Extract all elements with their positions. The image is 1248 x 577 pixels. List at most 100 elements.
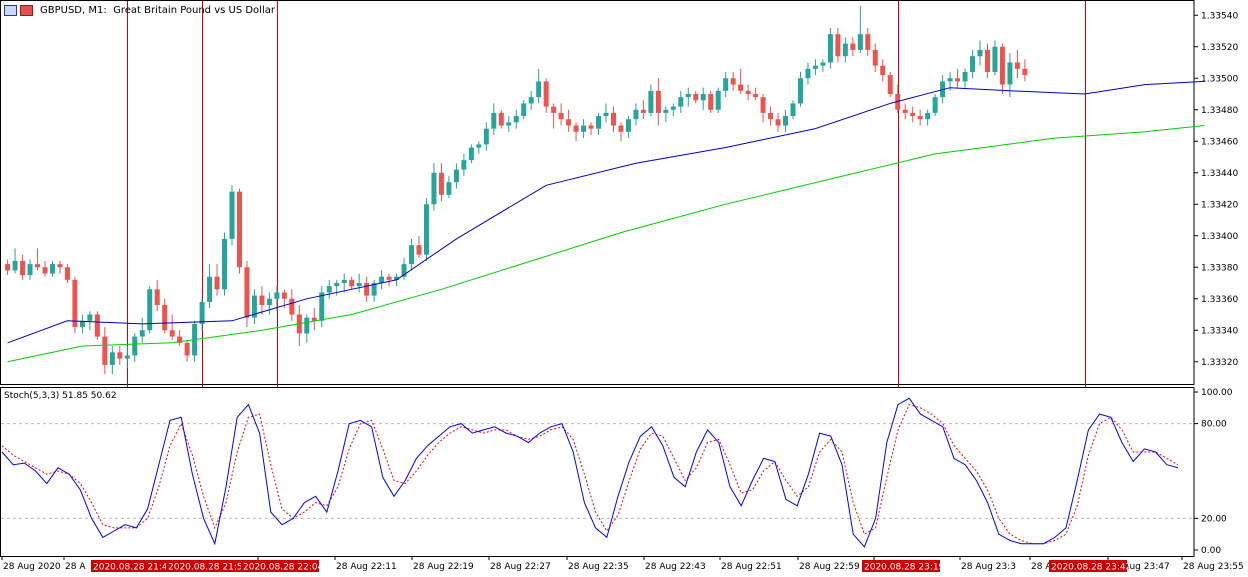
candle-body	[371, 283, 377, 296]
candle-body	[715, 90, 721, 110]
candle	[708, 90, 714, 113]
candle-body	[476, 144, 482, 148]
candle-body	[199, 301, 205, 324]
candle	[670, 103, 676, 117]
candle	[468, 144, 474, 164]
price-tick-label: 1.33400	[1201, 232, 1238, 242]
candle-body	[730, 78, 736, 85]
candle	[902, 103, 908, 120]
candle	[169, 314, 175, 340]
candle	[491, 103, 497, 135]
candle-body	[551, 106, 557, 113]
candle	[962, 68, 968, 88]
price-tick-label: 1.33460	[1201, 137, 1238, 147]
candle	[970, 49, 976, 79]
candle	[341, 273, 347, 293]
candle	[1014, 49, 1020, 79]
candle	[64, 264, 70, 283]
candle-body	[992, 46, 998, 72]
stochastic-panel	[0, 387, 1195, 557]
candle-body	[266, 298, 272, 306]
candle-body	[356, 283, 362, 287]
candle-body	[222, 238, 228, 290]
candle-body	[768, 112, 774, 120]
time-tick-label: 28 Aug 22:43	[645, 562, 706, 572]
candle-body	[453, 169, 459, 183]
candle-body	[20, 260, 26, 276]
vertical-line-label-bg	[91, 560, 169, 572]
ma-slow-line	[7, 125, 1205, 363]
candle-body	[805, 68, 811, 79]
candle	[513, 109, 519, 129]
candle-body	[925, 112, 931, 120]
candle	[618, 122, 624, 142]
candle-body	[461, 160, 467, 170]
candle	[872, 43, 878, 72]
candle	[154, 279, 160, 312]
candle-body	[775, 119, 781, 126]
candle-body	[700, 94, 706, 101]
candle-body	[760, 97, 766, 113]
chart-window-icon[interactable]	[4, 4, 17, 16]
candle-body	[506, 122, 512, 126]
candle-body	[244, 267, 250, 318]
candle-body	[446, 182, 452, 195]
candle	[379, 270, 385, 290]
candle-body	[753, 94, 759, 98]
candle	[476, 141, 482, 154]
candle-body	[491, 112, 497, 129]
candle	[132, 333, 138, 362]
candle	[865, 27, 871, 57]
candle-body	[468, 147, 474, 161]
candle-body	[685, 94, 691, 98]
candle-body	[139, 330, 145, 337]
candle	[199, 298, 205, 331]
candle-body	[259, 295, 265, 306]
candle-body	[274, 292, 280, 299]
candle	[648, 84, 654, 117]
candle-body	[610, 112, 616, 126]
candle	[827, 27, 833, 69]
candle-body	[536, 81, 542, 98]
candle	[506, 116, 512, 132]
price-tick-label: 1.33420	[1201, 200, 1238, 210]
candle	[214, 264, 220, 296]
candle-body	[109, 352, 115, 365]
time-tick-label: 28 Aug 22:11	[336, 562, 397, 572]
candle	[349, 276, 355, 290]
candle	[528, 90, 534, 110]
candle-body	[364, 283, 370, 296]
candle-body	[431, 172, 437, 205]
candle	[289, 289, 295, 321]
candle-body	[334, 283, 340, 287]
candle-body	[394, 276, 400, 280]
candle-body	[835, 34, 841, 57]
price-tick-label: 1.33360	[1201, 295, 1238, 305]
candle	[446, 175, 452, 198]
candle	[925, 109, 931, 126]
candle	[551, 103, 557, 129]
stochastic-panel-frame	[0, 387, 1195, 557]
candle-body	[693, 94, 699, 101]
chart-type-icon[interactable]	[20, 4, 33, 16]
candle	[812, 59, 818, 76]
candle-body	[603, 112, 609, 117]
main-panel	[0, 0, 1205, 556]
candle	[588, 122, 594, 135]
candle-body	[596, 116, 602, 129]
price-tick-label: 1.33320	[1201, 358, 1238, 368]
candle	[72, 276, 78, 334]
time-tick-label: 28 Aug 22:59	[799, 562, 860, 572]
candle	[768, 106, 774, 126]
candle-body	[640, 109, 646, 113]
candle	[521, 100, 527, 120]
candle-body	[842, 43, 848, 57]
time-tick-label: 28 Aug 22:27	[490, 562, 551, 572]
candle	[655, 78, 661, 126]
vertical-line-label-bg	[862, 560, 940, 572]
time-tick-label: 28 Aug 22:35	[568, 562, 629, 572]
candle	[229, 185, 235, 246]
candle	[222, 232, 228, 296]
candle-body	[498, 112, 504, 126]
